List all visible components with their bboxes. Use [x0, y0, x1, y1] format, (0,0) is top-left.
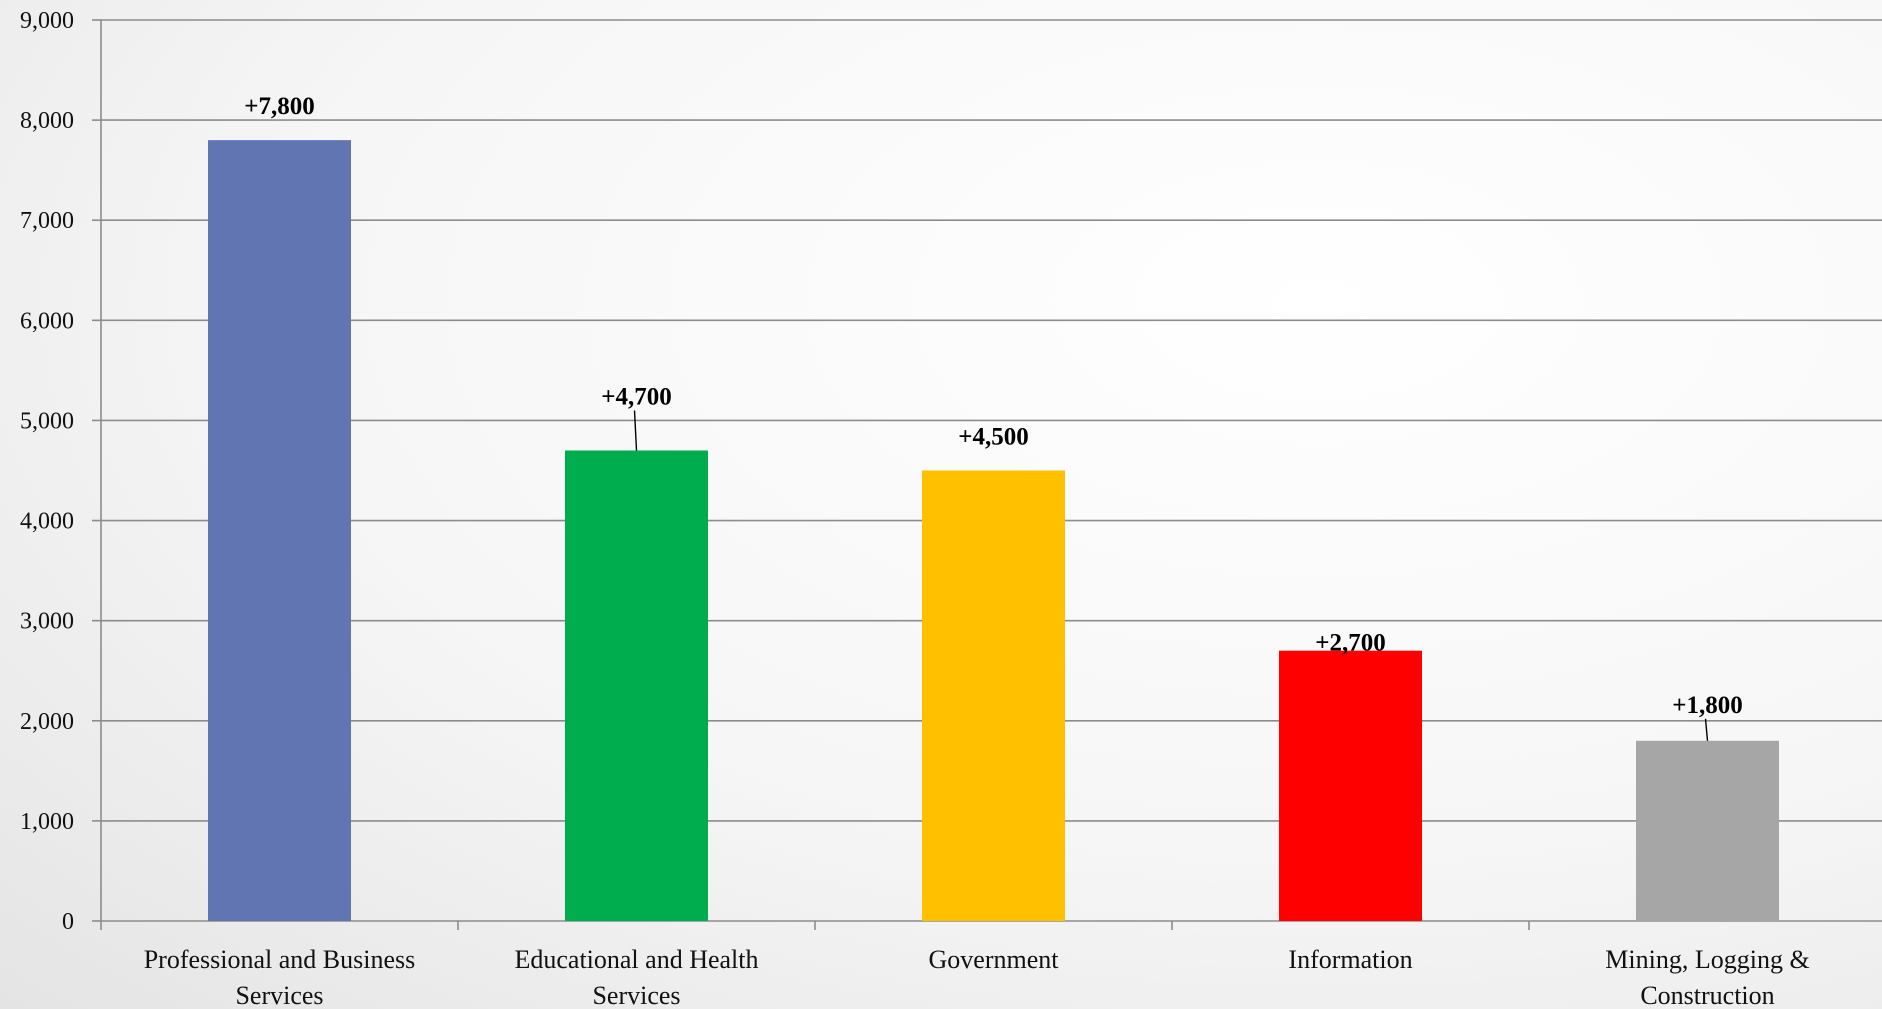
y-tick-label: 1,000	[20, 809, 74, 835]
bar	[1636, 740, 1779, 921]
bars	[208, 140, 1779, 922]
y-tick-label: 9,000	[20, 8, 74, 34]
y-tick-label: 6,000	[20, 308, 74, 334]
y-tick-label: 2,000	[20, 709, 74, 735]
y-tick-label: 0	[62, 909, 74, 935]
category-label: Services	[592, 981, 680, 1009]
y-tick-label: 8,000	[20, 108, 74, 134]
category-label: Government	[929, 945, 1060, 974]
labels: 0 1,000 2,000 3,000 4,000 5,000 6,000 7,000 8,00…	[20, 8, 1810, 1009]
bar	[565, 450, 708, 921]
bar	[1279, 650, 1422, 921]
category-label: Construction	[1640, 981, 1774, 1009]
category-label: Mining, Logging &	[1605, 945, 1809, 974]
category-label: Services	[235, 981, 323, 1009]
gridlines	[101, 19, 1882, 822]
data-label: +2,700	[1315, 630, 1386, 657]
category-label: Professional and Business	[144, 945, 416, 974]
data-label: +7,800	[244, 93, 315, 120]
category-label: Information	[1288, 945, 1412, 974]
bar	[922, 470, 1065, 921]
data-label: +4,700	[601, 383, 672, 410]
y-tick-label: 7,000	[20, 208, 74, 234]
data-label: +1,800	[1672, 692, 1743, 719]
y-tick-label: 3,000	[20, 609, 74, 635]
category-label: Educational and Health	[514, 945, 758, 974]
data-label: +4,500	[958, 424, 1029, 451]
bar	[208, 140, 351, 922]
y-tick-label: 5,000	[20, 408, 74, 434]
data-label-leader	[633, 410, 638, 451]
y-tick-label: 4,000	[20, 509, 74, 535]
data-label-leader	[1704, 718, 1709, 741]
